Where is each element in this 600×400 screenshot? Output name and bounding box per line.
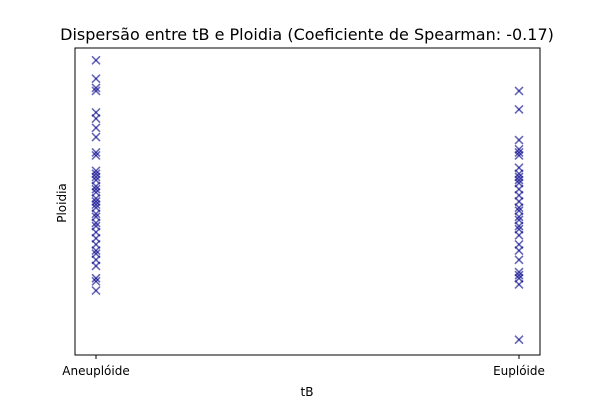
data-point [514,86,524,96]
data-point [514,230,524,240]
x-tick-label: Aneuplóide [62,364,129,378]
data-point [514,246,524,256]
data-point [514,221,524,231]
data-point [91,147,101,157]
data-point [91,86,101,96]
y-axis-label: Ploidia [55,183,69,223]
x-axis: Aneuplóide Euplóide [62,355,545,378]
data-point [91,114,101,124]
data-point [514,135,524,145]
data-point [91,273,101,283]
x-tick-label: Euplóide [493,364,545,378]
data-point [514,175,524,185]
chart-title: Dispersão entre tB e Ploidia (Coeficient… [60,25,554,44]
data-point [514,335,524,345]
data-point [91,74,101,84]
data-point [91,132,101,142]
plot-area [74,47,541,356]
data-point [91,276,101,286]
data-point [91,218,101,228]
scatter-markers [91,55,524,345]
data-point [91,150,101,161]
data-point [514,279,524,289]
data-point [91,209,101,219]
data-point [514,203,524,213]
data-point [91,123,101,133]
data-point [91,246,101,256]
data-point [91,55,101,65]
data-point [91,285,101,296]
data-point [514,147,524,157]
data-point [514,104,524,114]
data-point [514,212,524,222]
data-point [91,172,101,182]
data-point [91,184,101,194]
data-point [514,150,524,161]
data-point [91,83,101,93]
data-point [91,261,101,271]
data-point [514,255,524,265]
data-point [514,270,524,280]
x-axis-label: tB [301,385,314,399]
data-point [91,200,101,210]
